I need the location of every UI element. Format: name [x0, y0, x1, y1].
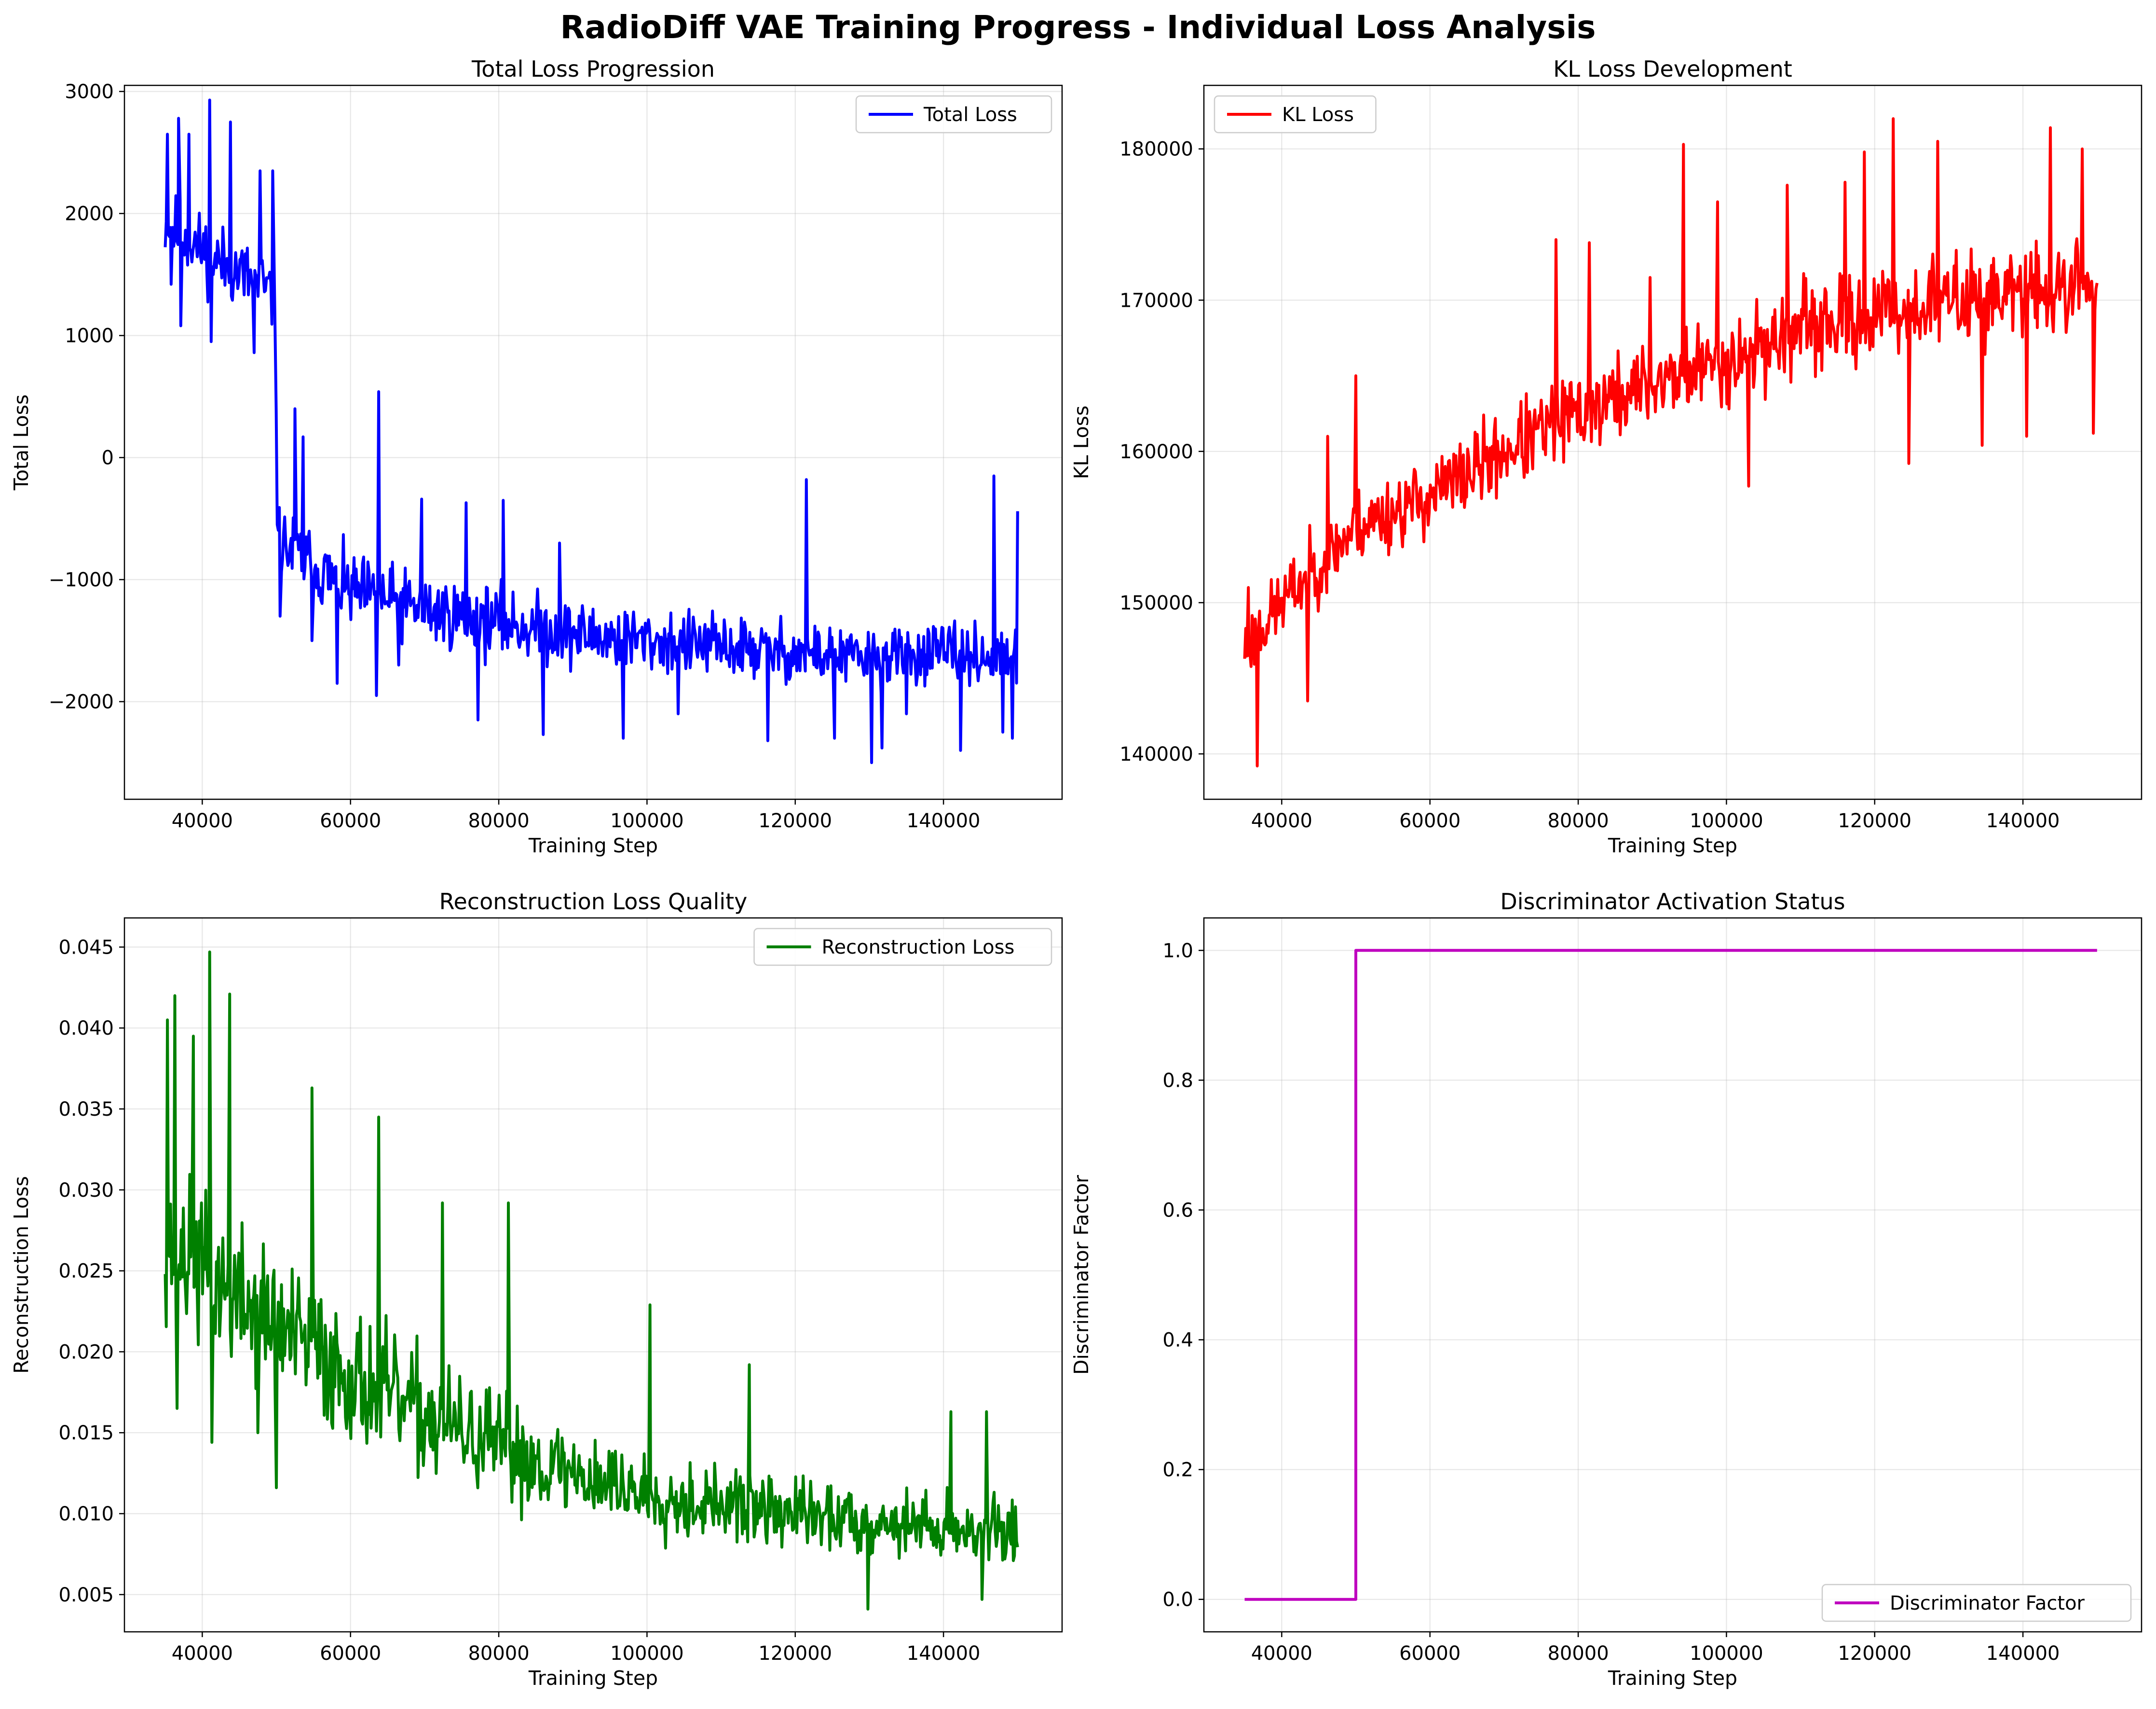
- x-tick-label: 60000: [1399, 810, 1460, 832]
- y-tick-label: 0.035: [58, 1098, 114, 1121]
- subplot-total: 40000 60000 80000 100000 120000 140000 −2000 −1…: [10, 56, 1063, 857]
- y-tick-label: 0.030: [58, 1179, 114, 1202]
- x-tick-label: 140000: [1986, 1642, 2060, 1665]
- series-line-kl-loss: [1243, 117, 2099, 767]
- x-tick-label: 40000: [172, 1642, 233, 1665]
- x-tick-label: 100000: [1690, 810, 1763, 832]
- legend-label: Reconstruction Loss: [822, 936, 1015, 958]
- x-tick-label: 80000: [1547, 810, 1609, 832]
- x-tick-label: 60000: [320, 810, 381, 832]
- x-tick-label: 100000: [1690, 1642, 1763, 1665]
- x-tick-label: 60000: [1399, 1642, 1460, 1665]
- y-tick-label: 0.040: [58, 1017, 114, 1039]
- x-tick-label: 140000: [1986, 810, 2060, 832]
- subplot-disc: 40000 60000 80000 100000 120000 140000 0.0 0.2 0…: [1070, 889, 2142, 1690]
- x-tick-label: 100000: [610, 810, 684, 832]
- x-tick-label: 40000: [1251, 810, 1312, 832]
- y-tick-label: 0.4: [1162, 1329, 1193, 1352]
- y-tick-label: 180000: [1119, 138, 1193, 161]
- legend: KL Loss: [1214, 95, 1377, 134]
- legend: Discriminator Factor: [1821, 1584, 2132, 1622]
- legend-box: [1214, 95, 1377, 134]
- y-tick-label: 160000: [1119, 441, 1193, 463]
- y-tick-label: 150000: [1119, 592, 1193, 614]
- x-tick-label: 120000: [758, 1642, 832, 1665]
- y-tick-label: 0.025: [58, 1260, 114, 1283]
- x-axis-label: Training Step: [528, 1667, 658, 1690]
- x-tick-label: 120000: [1838, 1642, 1911, 1665]
- y-tick-label: −1000: [49, 569, 114, 591]
- y-axis-label: Discriminator Factor: [1070, 1175, 1093, 1375]
- y-tick-label: 140000: [1119, 743, 1193, 766]
- series-line-discriminator-factor: [1244, 949, 2097, 1601]
- y-axis-label: Total Loss: [10, 395, 33, 491]
- legend-label: Total Loss: [923, 104, 1017, 126]
- subplot-title: KL Loss Development: [1553, 56, 1792, 82]
- legend: Reconstruction Loss: [753, 928, 1052, 966]
- y-tick-label: 1000: [65, 325, 114, 347]
- axes-frame: [1203, 917, 2142, 1633]
- x-axis-label: Training Step: [1608, 834, 1737, 857]
- y-tick-label: −2000: [49, 691, 114, 713]
- x-tick-label: 120000: [1838, 810, 1911, 832]
- x-axis-label: Training Step: [1608, 1667, 1737, 1690]
- x-tick-label: 80000: [468, 1642, 529, 1665]
- y-tick-label: 0.020: [58, 1341, 114, 1363]
- subplot-title: Total Loss Progression: [471, 56, 715, 82]
- x-tick-label: 140000: [907, 1642, 981, 1665]
- figure-title: RadioDiff VAE Training Progress - Indivi…: [560, 9, 1596, 46]
- y-tick-label: 0.005: [58, 1584, 114, 1606]
- y-tick-label: 0.010: [58, 1503, 114, 1525]
- x-tick-label: 80000: [468, 810, 529, 832]
- y-tick-label: 0.045: [58, 936, 114, 958]
- y-tick-label: 170000: [1119, 289, 1193, 312]
- legend: Total Loss: [855, 95, 1052, 134]
- x-tick-label: 40000: [1251, 1642, 1312, 1665]
- y-tick-label: 2000: [65, 203, 114, 225]
- subplot-recon: 40000 60000 80000 100000 120000 140000 0.005 0.…: [10, 889, 1063, 1690]
- series-line-total-loss: [164, 98, 1019, 765]
- x-axis-label: Training Step: [528, 834, 658, 857]
- y-tick-label: 0.0: [1162, 1589, 1193, 1611]
- x-tick-label: 120000: [758, 810, 832, 832]
- axes-frame: [123, 84, 1063, 800]
- legend-box: [855, 95, 1052, 134]
- y-axis-label: KL Loss: [1070, 406, 1093, 479]
- y-tick-label: 0.8: [1162, 1069, 1193, 1092]
- legend-label: KL Loss: [1282, 104, 1354, 126]
- x-tick-label: 80000: [1547, 1642, 1609, 1665]
- subplot-kl: 40000 60000 80000 100000 120000 140000 140000 1…: [1070, 56, 2142, 857]
- x-tick-label: 40000: [172, 810, 233, 832]
- axes-frame: [123, 917, 1063, 1633]
- legend-box: [1821, 1584, 2132, 1622]
- x-tick-label: 140000: [907, 810, 981, 832]
- y-tick-label: 0.2: [1162, 1459, 1193, 1481]
- y-tick-label: 0: [102, 447, 114, 469]
- y-tick-label: 3000: [65, 81, 114, 103]
- subplot-title: Discriminator Activation Status: [1500, 889, 1845, 915]
- y-tick-label: 0.6: [1162, 1199, 1193, 1221]
- y-axis-label: Reconstruction Loss: [10, 1176, 33, 1374]
- x-tick-label: 100000: [610, 1642, 684, 1665]
- legend-box: [753, 928, 1052, 966]
- y-tick-label: 1.0: [1162, 940, 1193, 962]
- legend-label: Discriminator Factor: [1890, 1592, 2085, 1614]
- series-line-reconstruction-loss: [164, 950, 1019, 1611]
- axes-frame: [1203, 84, 2142, 800]
- y-tick-label: 0.015: [58, 1422, 114, 1444]
- x-tick-label: 60000: [320, 1642, 381, 1665]
- subplot-title: Reconstruction Loss Quality: [439, 889, 748, 915]
